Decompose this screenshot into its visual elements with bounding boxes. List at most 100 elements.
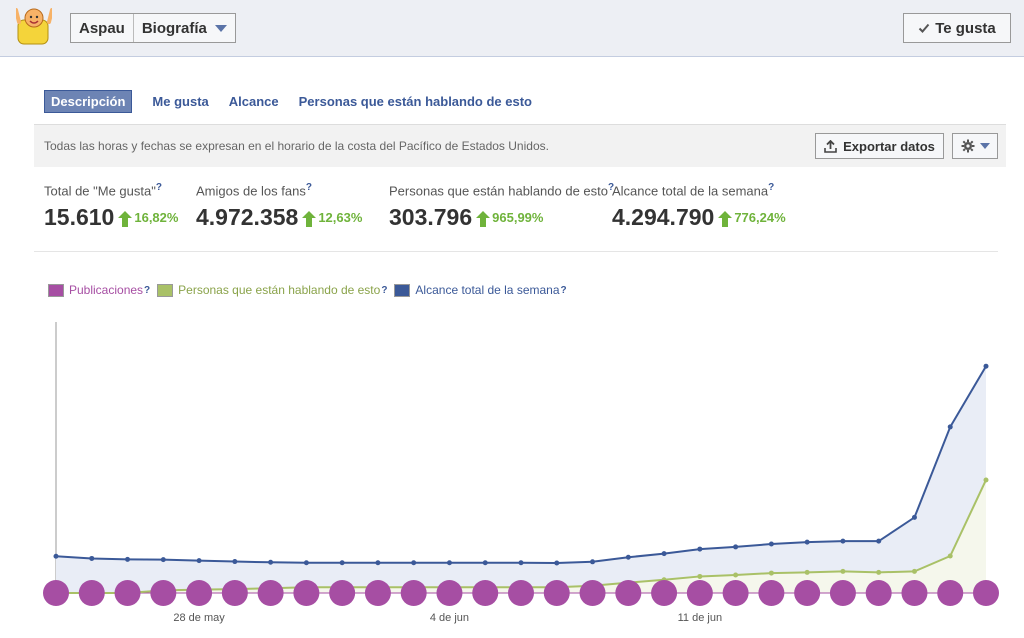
data-point-alcance [554, 560, 560, 566]
tab-me-gusta[interactable]: Me gusta [152, 94, 209, 109]
timezone-note: Todas las horas y fechas se expresan en … [44, 139, 549, 153]
tab-personas-hablando[interactable]: Personas que están hablando de esto [298, 94, 532, 109]
section-label: Biografía [141, 19, 207, 37]
talking-area [56, 479, 986, 593]
data-point-alcance [196, 558, 202, 564]
section-dropdown[interactable]: Biografía [132, 14, 235, 42]
data-point-alcance [768, 541, 774, 547]
post-marker[interactable] [722, 580, 749, 606]
data-point-alcance [339, 560, 345, 566]
page-name-link[interactable]: Aspau [79, 19, 125, 37]
legend-label: Alcance total de la semana [415, 283, 560, 297]
page-avatar[interactable] [16, 6, 52, 46]
x-tick-label: 28 de may [173, 612, 225, 624]
data-point-alcance [983, 363, 989, 369]
post-marker[interactable] [686, 580, 713, 606]
stat-value: 303.796 [389, 204, 473, 231]
stat-friends-of-fans: Amigos de los fans? 4.972.358 12,63% [196, 182, 362, 231]
legend-item-publicaciones[interactable]: Publicaciones? [48, 283, 150, 297]
top-bar: Aspau Biografía Te gusta [0, 0, 1024, 57]
legend-swatch [48, 283, 64, 297]
timezone-info-bar: Todas las horas y fechas se expresan en … [34, 124, 1006, 167]
x-tick-label: 11 de jun [678, 612, 722, 624]
post-marker[interactable] [579, 580, 606, 606]
post-marker[interactable] [221, 580, 248, 606]
gear-icon [961, 139, 974, 153]
tab-descripcion[interactable]: Descripción [44, 90, 133, 113]
legend-swatch [157, 283, 174, 297]
post-marker[interactable] [508, 580, 534, 606]
post-marker[interactable] [901, 580, 928, 606]
stat-label: Total de "Me gusta" [44, 183, 156, 199]
help-icon[interactable]: ? [381, 284, 388, 296]
help-icon[interactable]: ? [155, 182, 162, 193]
data-point-alcance [232, 559, 238, 565]
data-point-personas-hablando [840, 568, 846, 574]
post-marker[interactable] [150, 580, 177, 606]
check-icon [918, 23, 930, 33]
stat-value: 4.294.790 [612, 204, 715, 231]
post-marker[interactable] [651, 580, 678, 606]
post-marker[interactable] [937, 580, 964, 606]
post-marker[interactable] [364, 580, 391, 606]
data-point-personas-hablando [733, 572, 739, 578]
data-point-alcance [375, 560, 381, 566]
export-data-button[interactable]: Exportar datos [815, 133, 944, 159]
like-button[interactable]: Te gusta [903, 13, 1011, 43]
chart-legend: Publicaciones? Personas que están hablan… [48, 283, 574, 297]
legend-item-personas-hablando[interactable]: Personas que están hablando de esto? [157, 283, 387, 297]
post-marker[interactable] [615, 580, 642, 606]
post-marker[interactable] [114, 580, 141, 606]
data-point-alcance [625, 554, 631, 560]
help-icon[interactable]: ? [768, 182, 775, 193]
data-point-alcance [947, 424, 953, 430]
data-point-alcance [303, 560, 309, 566]
post-marker[interactable] [973, 580, 999, 606]
export-label: Exportar datos [843, 138, 935, 154]
stat-change: 776,24% [734, 209, 786, 225]
stat-change: 12,63% [318, 209, 363, 225]
stat-change: 16,82% [134, 209, 179, 225]
data-point-alcance [125, 556, 131, 562]
post-marker[interactable] [758, 580, 785, 606]
post-marker[interactable] [186, 580, 213, 606]
help-icon[interactable]: ? [144, 284, 151, 296]
stat-change: 965,99% [492, 209, 544, 225]
x-tick-label: 4 de jun [430, 612, 469, 624]
upload-icon [824, 139, 837, 153]
post-marker[interactable] [257, 580, 284, 606]
post-marker[interactable] [865, 580, 892, 606]
settings-dropdown[interactable] [952, 133, 998, 159]
post-marker[interactable] [829, 580, 856, 606]
post-marker[interactable] [43, 580, 69, 606]
tab-alcance[interactable]: Alcance [228, 94, 279, 109]
data-point-personas-hablando [947, 553, 953, 559]
data-point-alcance [911, 514, 917, 520]
legend-item-alcance[interactable]: Alcance total de la semana? [394, 283, 567, 297]
post-marker[interactable] [436, 580, 463, 606]
post-marker[interactable] [543, 580, 570, 606]
post-marker[interactable] [329, 580, 356, 606]
help-icon[interactable]: ? [560, 284, 567, 296]
divider [34, 251, 998, 252]
data-point-alcance [733, 544, 739, 550]
post-marker[interactable] [293, 580, 320, 606]
help-icon[interactable]: ? [608, 182, 615, 193]
help-icon[interactable]: ? [305, 182, 312, 193]
data-point-alcance [518, 560, 524, 566]
data-point-personas-hablando [983, 477, 989, 483]
insights-tabs: Descripción Me gusta Alcance Personas qu… [44, 90, 532, 113]
post-marker[interactable] [78, 580, 105, 606]
stat-value: 15.610 [44, 204, 115, 231]
arrow-up-icon [302, 211, 317, 228]
data-point-alcance [697, 546, 703, 552]
post-marker[interactable] [400, 580, 427, 606]
data-point-alcance [411, 560, 417, 566]
post-marker[interactable] [794, 580, 821, 606]
data-point-alcance [482, 560, 488, 566]
arrow-up-icon [476, 211, 491, 228]
data-point-alcance [661, 551, 667, 557]
chevron-down-icon [214, 24, 227, 32]
post-marker[interactable] [472, 580, 499, 606]
